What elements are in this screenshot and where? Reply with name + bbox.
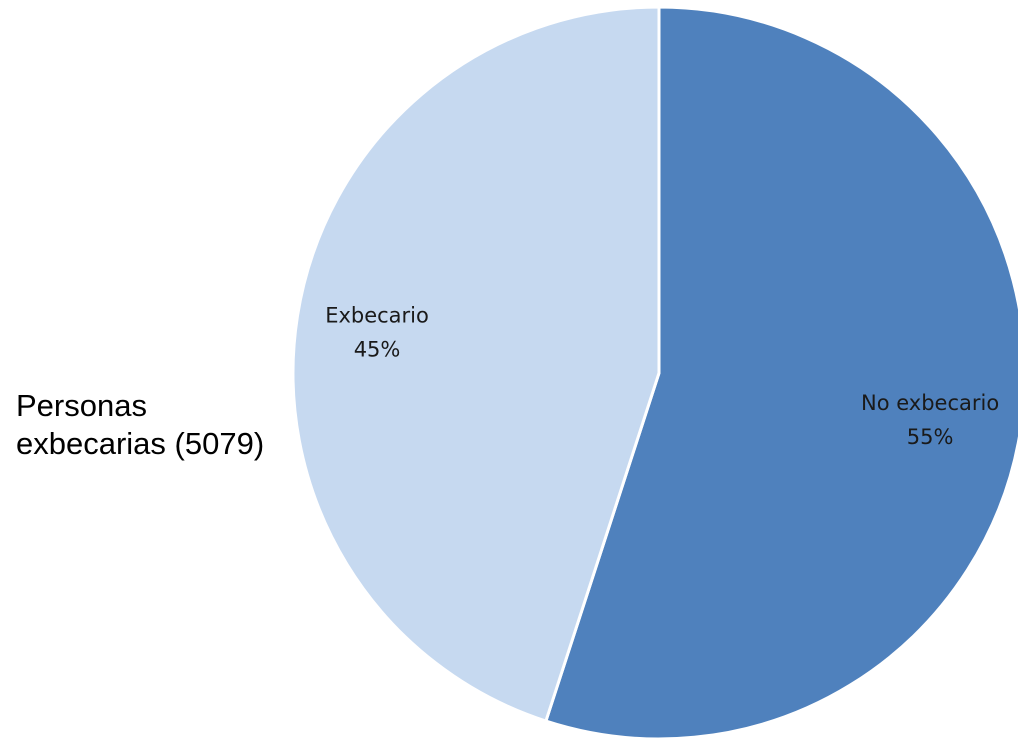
data-label-no-exbecario-value: 55% xyxy=(907,425,954,449)
chart-side-title-line-2: exbecarias (5079) xyxy=(16,426,265,461)
data-label-exbecario-name: Exbecario xyxy=(325,303,429,327)
chart-side-title: Personas exbecarias (5079) xyxy=(16,387,264,463)
data-label-exbecario: Exbecario 45% xyxy=(325,303,429,361)
pie-slice-no-exbecario xyxy=(544,5,1018,741)
chart-side-title-line-1: Personas xyxy=(16,388,147,423)
pie-slice-exbecario xyxy=(291,5,661,723)
data-label-exbecario-value: 45% xyxy=(354,337,401,361)
data-label-no-exbecario-name: No exbecario xyxy=(861,391,999,415)
data-label-no-exbecario: No exbecario 55% xyxy=(861,391,999,449)
